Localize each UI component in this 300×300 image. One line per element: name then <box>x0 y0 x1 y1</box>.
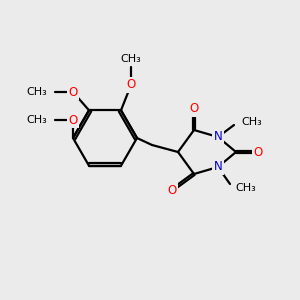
Text: CH₃: CH₃ <box>121 54 141 64</box>
Text: O: O <box>254 146 262 158</box>
Text: O: O <box>167 184 177 196</box>
Text: O: O <box>189 103 199 116</box>
Text: O: O <box>68 113 78 127</box>
Text: O: O <box>126 79 136 92</box>
Text: CH₃: CH₃ <box>26 87 47 97</box>
Text: O: O <box>68 85 78 98</box>
Text: CH₃: CH₃ <box>235 183 256 193</box>
Text: N: N <box>214 160 222 173</box>
Text: CH₃: CH₃ <box>241 117 262 127</box>
Text: CH₃: CH₃ <box>26 115 47 125</box>
Text: N: N <box>214 130 222 143</box>
